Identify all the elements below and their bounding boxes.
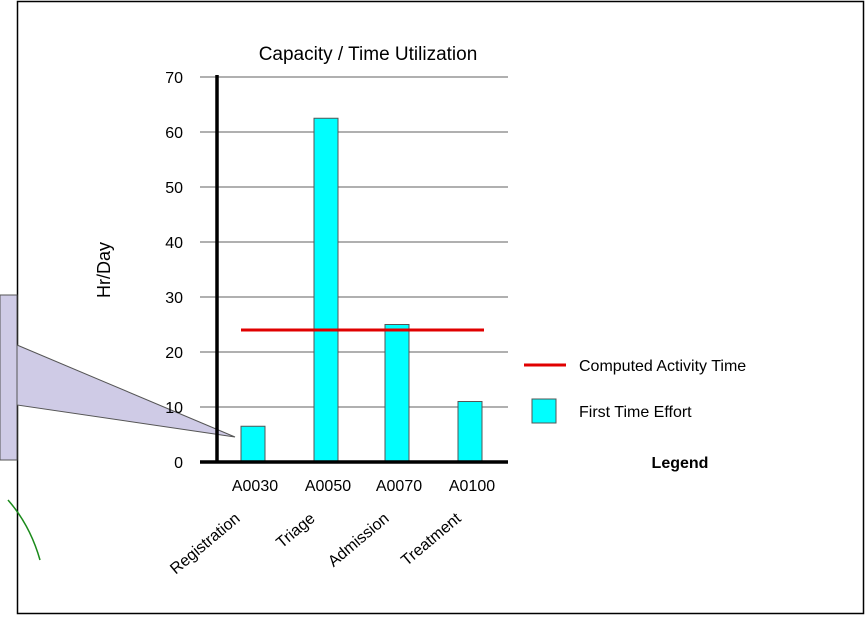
y-tick-labels: 0 10 20 30 40 50 60 70 — [165, 70, 183, 472]
y-tick-label: 50 — [165, 180, 183, 197]
legend-bar-swatch — [531, 398, 557, 424]
y-tick-label: 60 — [165, 125, 183, 142]
bars — [240, 117, 483, 463]
bar-a0030 — [240, 425, 266, 463]
callout-pointer — [16, 344, 236, 438]
y-tick-label: 40 — [165, 235, 183, 252]
x-tick-label: A0070 — [376, 478, 422, 495]
x-tick-label: A0050 — [305, 478, 351, 495]
bar-a0100 — [457, 401, 483, 463]
bar-a0070 — [384, 324, 410, 463]
callout-balloon — [0, 294, 236, 461]
x-tick-label: A0100 — [449, 478, 495, 495]
gridlines — [200, 76, 508, 408]
legend: Computed Activity Time First Time Effort… — [524, 358, 746, 472]
x-tick-label: A0030 — [232, 478, 278, 495]
y-tick-label: 10 — [165, 400, 183, 417]
chart-frame — [16, 0, 865, 615]
y-tick-label: 30 — [165, 290, 183, 307]
chart-title: Capacity / Time Utilization — [259, 44, 478, 65]
background-curve — [7, 499, 41, 561]
bar-a0050 — [313, 117, 339, 463]
callout-box — [0, 294, 18, 461]
y-axis-label: Hr/Day — [94, 242, 114, 298]
y-tick-label: 20 — [165, 345, 183, 362]
legend-label-first-time-effort: First Time Effort — [579, 404, 692, 421]
legend-title: Legend — [652, 455, 709, 472]
x-tick-labels: A0030 A0050 A0070 A0100 — [232, 478, 495, 495]
legend-label-computed-activity-time: Computed Activity Time — [579, 358, 746, 375]
y-tick-label: 0 — [174, 455, 183, 472]
y-tick-label: 70 — [165, 70, 183, 87]
